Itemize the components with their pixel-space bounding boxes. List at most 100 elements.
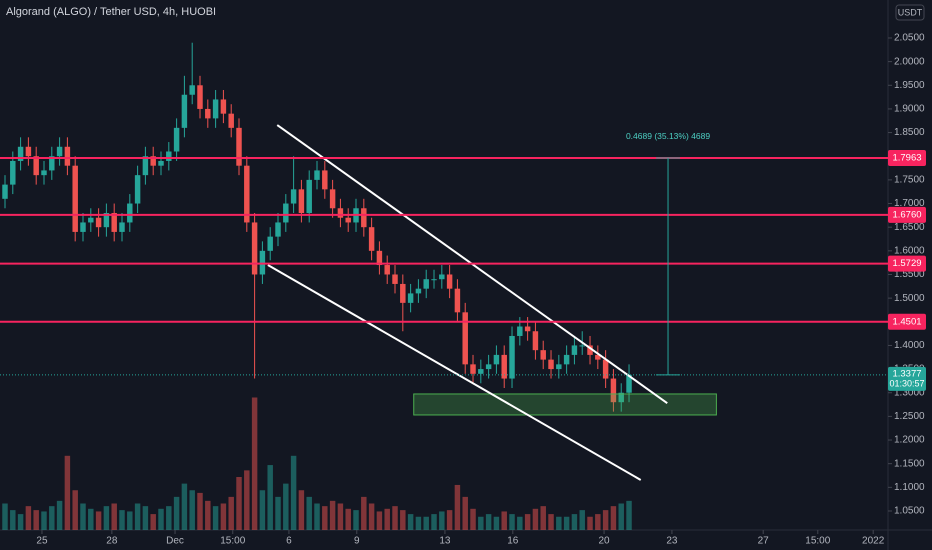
x-tick-label: 16 — [507, 536, 519, 547]
y-tick-label: 1.1500 — [894, 458, 925, 469]
y-tick-label: 1.7000 — [894, 198, 925, 209]
volume-bar — [80, 503, 86, 530]
volume-bar — [626, 500, 632, 530]
candle-body — [446, 274, 453, 289]
volume-bar — [439, 511, 445, 530]
volume-bar — [610, 506, 617, 530]
volume-bar — [173, 496, 180, 530]
candle-body — [392, 274, 398, 284]
last-price-box — [888, 366, 926, 391]
volume-bar — [251, 397, 258, 530]
candle-body — [431, 279, 437, 281]
volume-bar — [275, 496, 281, 530]
volume-bar — [259, 490, 266, 530]
volume-bar — [337, 503, 344, 530]
volume-bar — [298, 490, 305, 530]
candle-body — [361, 208, 367, 228]
candle-body — [290, 189, 297, 204]
y-tick-label: 1.5000 — [894, 293, 925, 304]
volume-bar — [392, 506, 398, 530]
volume-bar — [236, 477, 242, 530]
candle-body — [610, 378, 617, 403]
volume-bar — [563, 516, 570, 530]
volume-bar — [556, 516, 562, 530]
y-tick-label: 1.7500 — [894, 175, 925, 186]
candle-body — [337, 208, 344, 218]
volume-bar — [212, 506, 219, 530]
volume-bar — [103, 506, 110, 530]
volume-bar — [150, 514, 156, 530]
level-label-box — [888, 255, 926, 272]
candle-body — [150, 156, 156, 166]
candle-body — [205, 108, 211, 119]
y-tick-label: 1.5500 — [894, 269, 925, 280]
volume-bar — [446, 510, 453, 530]
volume-bar — [485, 514, 492, 530]
candle-body — [134, 175, 141, 204]
volume-bar — [134, 503, 141, 530]
candle-body — [41, 170, 47, 176]
volume-bar — [361, 496, 367, 530]
last-price-label: 1.3377 — [892, 368, 921, 379]
candle-body — [212, 99, 219, 119]
volume-bar — [462, 496, 468, 530]
candle-body — [329, 189, 336, 209]
countdown: 01:30:57 — [889, 378, 924, 388]
volume-bar — [423, 516, 429, 530]
candle-body — [166, 151, 172, 161]
volume-bar — [189, 490, 195, 530]
support-zone — [413, 393, 717, 416]
candle-body — [368, 227, 375, 251]
volume-bar — [88, 508, 94, 530]
candle-body — [314, 170, 320, 180]
candle-body — [228, 113, 234, 128]
candle-body — [400, 283, 406, 303]
volume-bar — [127, 511, 133, 530]
volume-bar — [353, 510, 359, 530]
candle-body — [197, 85, 203, 109]
x-tick-label: 23 — [666, 536, 678, 547]
candle-body — [517, 326, 523, 336]
volume-bar — [532, 508, 539, 530]
volume-bar — [197, 492, 203, 530]
volume-bar — [548, 514, 554, 530]
candle-body — [220, 99, 227, 114]
candle-body — [322, 170, 328, 190]
volume-bar — [571, 514, 578, 530]
candle-body — [571, 345, 578, 355]
x-tick-label: 15:00 — [805, 536, 830, 547]
candle-body — [267, 236, 273, 251]
y-tick-label: 1.4000 — [894, 340, 925, 351]
candle-body — [524, 326, 531, 332]
candle-body — [493, 354, 500, 365]
volume-bar — [587, 516, 593, 530]
y-tick-label: 1.9500 — [894, 80, 925, 91]
y-tick-label: 1.6500 — [894, 222, 925, 233]
candle-body — [189, 85, 195, 95]
candle-body — [415, 288, 422, 294]
volume-bar — [267, 465, 273, 530]
volume-bar — [384, 508, 390, 530]
y-tick-label: 1.2000 — [894, 435, 925, 446]
level-label-box — [888, 313, 926, 330]
candle-body — [2, 184, 8, 199]
candle-body — [111, 212, 117, 232]
candle-body — [462, 312, 468, 365]
volume-bar — [602, 510, 609, 530]
measure-label: 0.4689 (35.13%) 4689 — [626, 131, 710, 141]
chart-title: Algorand (ALGO) / Tether USD, 4h, HUOBI — [6, 6, 216, 18]
y-tick-label: 2.0000 — [894, 56, 925, 67]
x-tick-label: 28 — [106, 536, 118, 547]
volume-bar — [517, 516, 523, 530]
candle-body — [64, 146, 71, 166]
volume-bar — [493, 516, 500, 530]
volume-bar — [454, 484, 461, 530]
candle-body — [142, 156, 149, 176]
candle-body — [470, 364, 476, 374]
currency-box — [895, 4, 925, 21]
candle-body — [88, 217, 94, 223]
y-tick-label: 1.9000 — [894, 104, 925, 115]
candle-body — [236, 127, 242, 166]
